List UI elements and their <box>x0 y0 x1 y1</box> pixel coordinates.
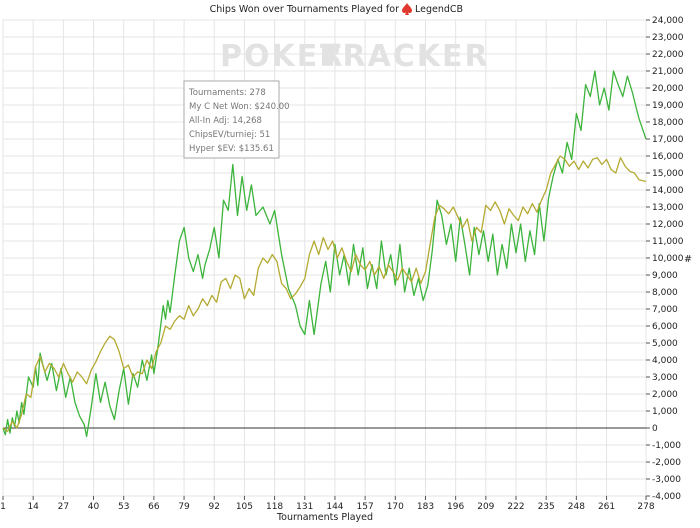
x-tick-label: 144 <box>326 502 343 512</box>
x-tick-label: 261 <box>598 502 615 512</box>
x-tick-label: 53 <box>118 502 129 512</box>
y-tick-label: -1,000 <box>652 441 681 451</box>
y-tick-label: 3,000 <box>652 373 678 383</box>
x-tick-label: 105 <box>236 502 253 512</box>
x-tick-label: 157 <box>357 502 374 512</box>
tooltip-line: ChipsEV/turniej: 51 <box>189 130 270 140</box>
x-tick-label: 278 <box>637 502 654 512</box>
axes: -4,000 -3,000 -2,000 -1,000 0 1,000 2,000 3,000… <box>0 16 684 512</box>
y-tick-label: 19,000 <box>652 101 684 111</box>
x-tick-label: 66 <box>148 502 160 512</box>
y-tick-label: 12,000 <box>652 220 684 230</box>
y-tick-label: 8,000 <box>652 288 678 298</box>
x-tick-label: 118 <box>266 502 283 512</box>
y-tick-label: 2,000 <box>652 390 678 400</box>
y-tick-label: 5,000 <box>652 339 678 349</box>
y-tick-label: 13,000 <box>652 203 684 213</box>
y-tick-label: 6,000 <box>652 322 678 332</box>
watermark-poker: POKER <box>220 39 344 74</box>
watermark-tracker: TRACKER <box>320 39 490 74</box>
y-tick-label: 20,000 <box>652 84 684 94</box>
y-tick-label: 24,000 <box>652 16 684 26</box>
x-tick-label: 131 <box>296 502 313 512</box>
x-tick-label: 183 <box>417 502 434 512</box>
y-tick-label: 16,000 <box>652 152 684 162</box>
x-tick-label: 248 <box>568 502 585 512</box>
y-tick-label: 23,000 <box>652 33 684 43</box>
tooltip-box <box>183 80 280 159</box>
y-tick-label: -3,000 <box>652 475 681 485</box>
stats-tooltip: Tournaments: 278 My C Net Won: $240.00 A… <box>183 80 290 159</box>
x-tick-label: 170 <box>387 502 404 512</box>
x-tick-label: 235 <box>538 502 555 512</box>
y-tick-label: -2,000 <box>652 458 681 468</box>
chips-won-line <box>2 70 647 438</box>
x-tick-label: 40 <box>88 502 100 512</box>
y-tick-label: 18,000 <box>652 118 684 128</box>
y-tick-label: 11,000 <box>652 237 684 247</box>
y-tick-label: 21,000 <box>652 67 684 77</box>
tooltip-line: My C Net Won: $240.00 <box>189 102 290 112</box>
series-lines <box>2 70 647 438</box>
y-tick-label: 0 <box>652 424 658 434</box>
tooltip-line: Tournaments: 278 <box>188 88 266 98</box>
x-tick-label: 92 <box>209 502 220 512</box>
y-tick-label: 7,000 <box>652 305 678 315</box>
allin-adjusted-line <box>2 155 647 433</box>
y-tick-label: 4,000 <box>652 356 678 366</box>
x-tick-label: 27 <box>58 502 69 512</box>
x-tick-label: 1 <box>0 502 6 512</box>
player-name: LegendCB <box>415 4 463 15</box>
grid-lines <box>2 19 647 497</box>
chart-title: Chips Won over Tournaments Played for <box>210 4 399 15</box>
y-tick-label: 17,000 <box>652 135 684 145</box>
x-tick-label: 14 <box>27 502 39 512</box>
spade-flame-logo-icon <box>402 3 412 15</box>
y-tick-label: 22,000 <box>652 50 684 60</box>
y-tick-label: 10,000 <box>652 254 684 264</box>
y-tick-label: 15,000 <box>652 169 684 179</box>
tooltip-line: All-In Adj: 14,268 <box>189 116 262 126</box>
y-tick-label: 1,000 <box>652 407 678 417</box>
y-tick-label: -4,000 <box>652 492 681 502</box>
tooltip-line: Hyper $EV: $135.61 <box>189 144 274 154</box>
x-tick-label: 79 <box>178 502 190 512</box>
x-axis-title: Tournaments Played <box>276 512 373 523</box>
x-tick-label: 209 <box>477 502 494 512</box>
y-tick-label: 9,000 <box>652 271 678 281</box>
y-axis-title: # <box>684 254 692 265</box>
x-tick-label: 196 <box>447 502 464 512</box>
y-tick-label: 14,000 <box>652 186 684 196</box>
x-tick-label: 222 <box>507 502 524 512</box>
